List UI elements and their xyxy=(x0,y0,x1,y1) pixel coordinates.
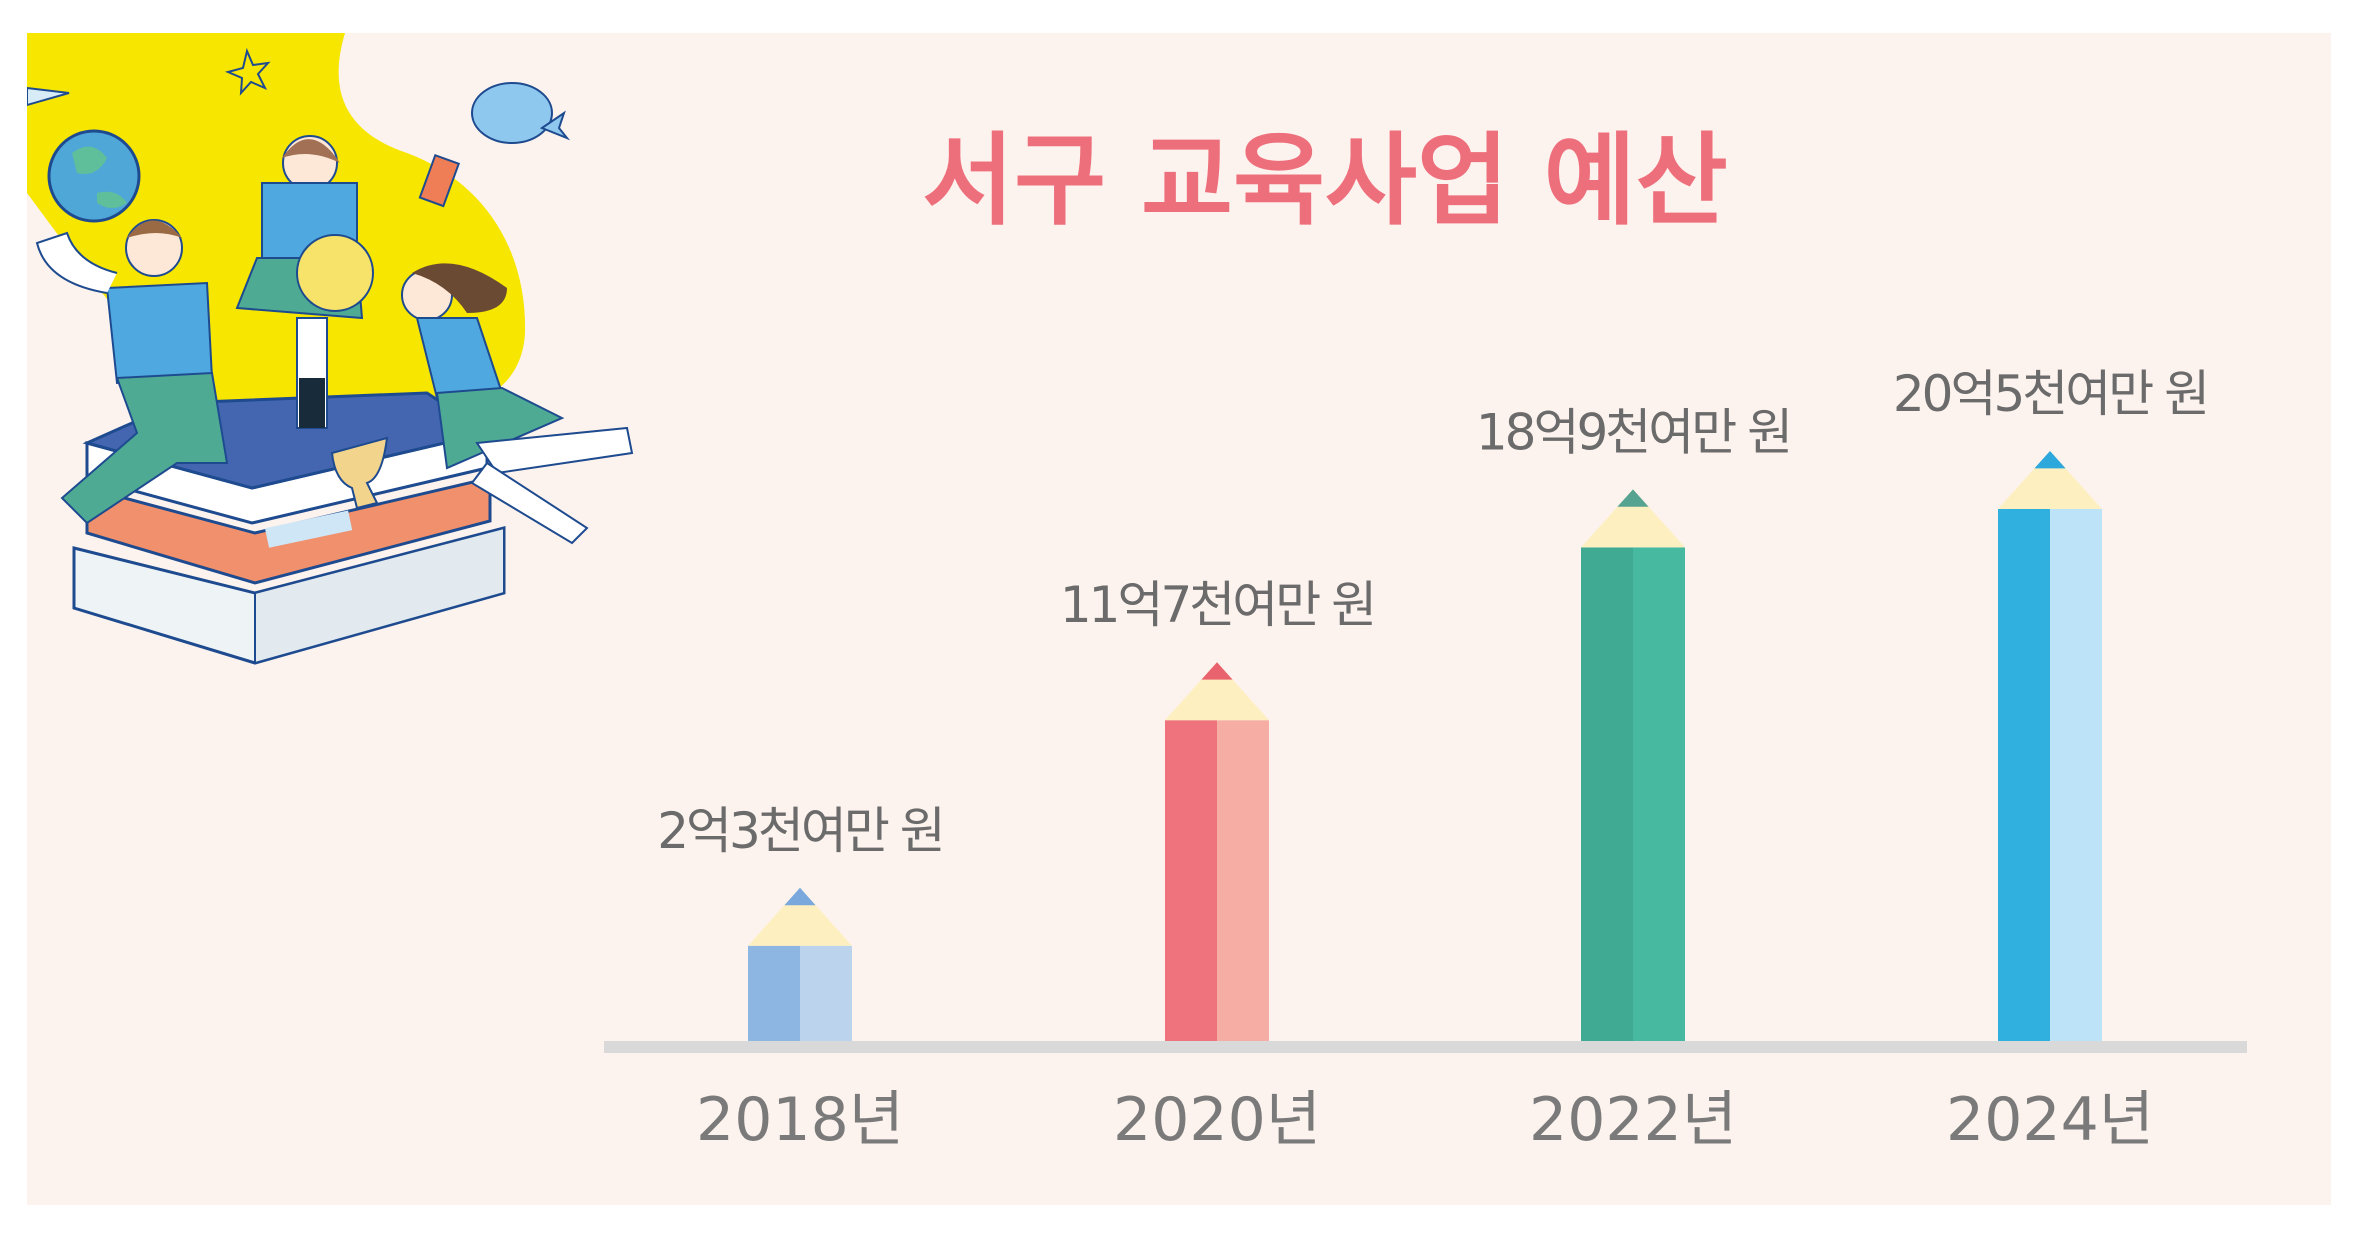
paper-plane-icon xyxy=(27,86,70,107)
chart-title: 서구 교육사업 예산 xyxy=(922,122,1728,239)
lightbulb-icon xyxy=(296,234,374,312)
pencil-lead-tip xyxy=(1617,489,1649,507)
x-tick-label: 2020년 xyxy=(1113,1085,1321,1155)
x-tick-label: 2024년 xyxy=(1946,1085,2154,1155)
pencil-lead-tip xyxy=(784,887,816,906)
pencil-lead-tip xyxy=(1201,662,1233,680)
pencil-bar xyxy=(1165,662,1269,1041)
bar-body-dark xyxy=(1998,509,2050,1041)
bar-body-light xyxy=(2050,509,2102,1041)
pencil-wood-tip xyxy=(1165,662,1269,721)
pencil-wood-tip xyxy=(1998,451,2102,509)
pencil-wood-tip xyxy=(1581,489,1685,548)
bar-body-dark xyxy=(1581,547,1633,1041)
bar-body-dark xyxy=(748,945,800,1041)
student-girl-running xyxy=(401,263,634,545)
x-tick-label: 2022년 xyxy=(1529,1085,1737,1155)
book-icon xyxy=(418,153,461,208)
x-tick-label: 2018년 xyxy=(696,1085,904,1155)
data-label: 20억5천여만 원 xyxy=(1893,365,2207,423)
baseline-axis xyxy=(604,1041,2247,1053)
student-girl-standing xyxy=(235,135,374,429)
bar-body-dark xyxy=(1165,720,1217,1041)
pencil-bar xyxy=(748,887,852,1041)
pencil-wood-tip xyxy=(748,887,852,946)
pencil-bar xyxy=(1998,451,2102,1041)
students-on-books-illustration xyxy=(27,33,634,665)
bar-body-light xyxy=(1633,547,1685,1041)
whale-icon xyxy=(471,82,571,144)
data-label: 18억9천여만 원 xyxy=(1476,403,1790,461)
star-icon xyxy=(224,47,271,96)
bar-body-light xyxy=(800,945,852,1041)
trophy-icon xyxy=(330,436,389,510)
bar-body-light xyxy=(1217,720,1269,1041)
student-boy xyxy=(35,219,229,525)
data-label: 11억7천여만 원 xyxy=(1060,576,1374,634)
data-label: 2억3천여만 원 xyxy=(657,802,943,860)
pencil-lead-tip xyxy=(2034,451,2066,469)
pencil-bar xyxy=(1581,489,1685,1041)
